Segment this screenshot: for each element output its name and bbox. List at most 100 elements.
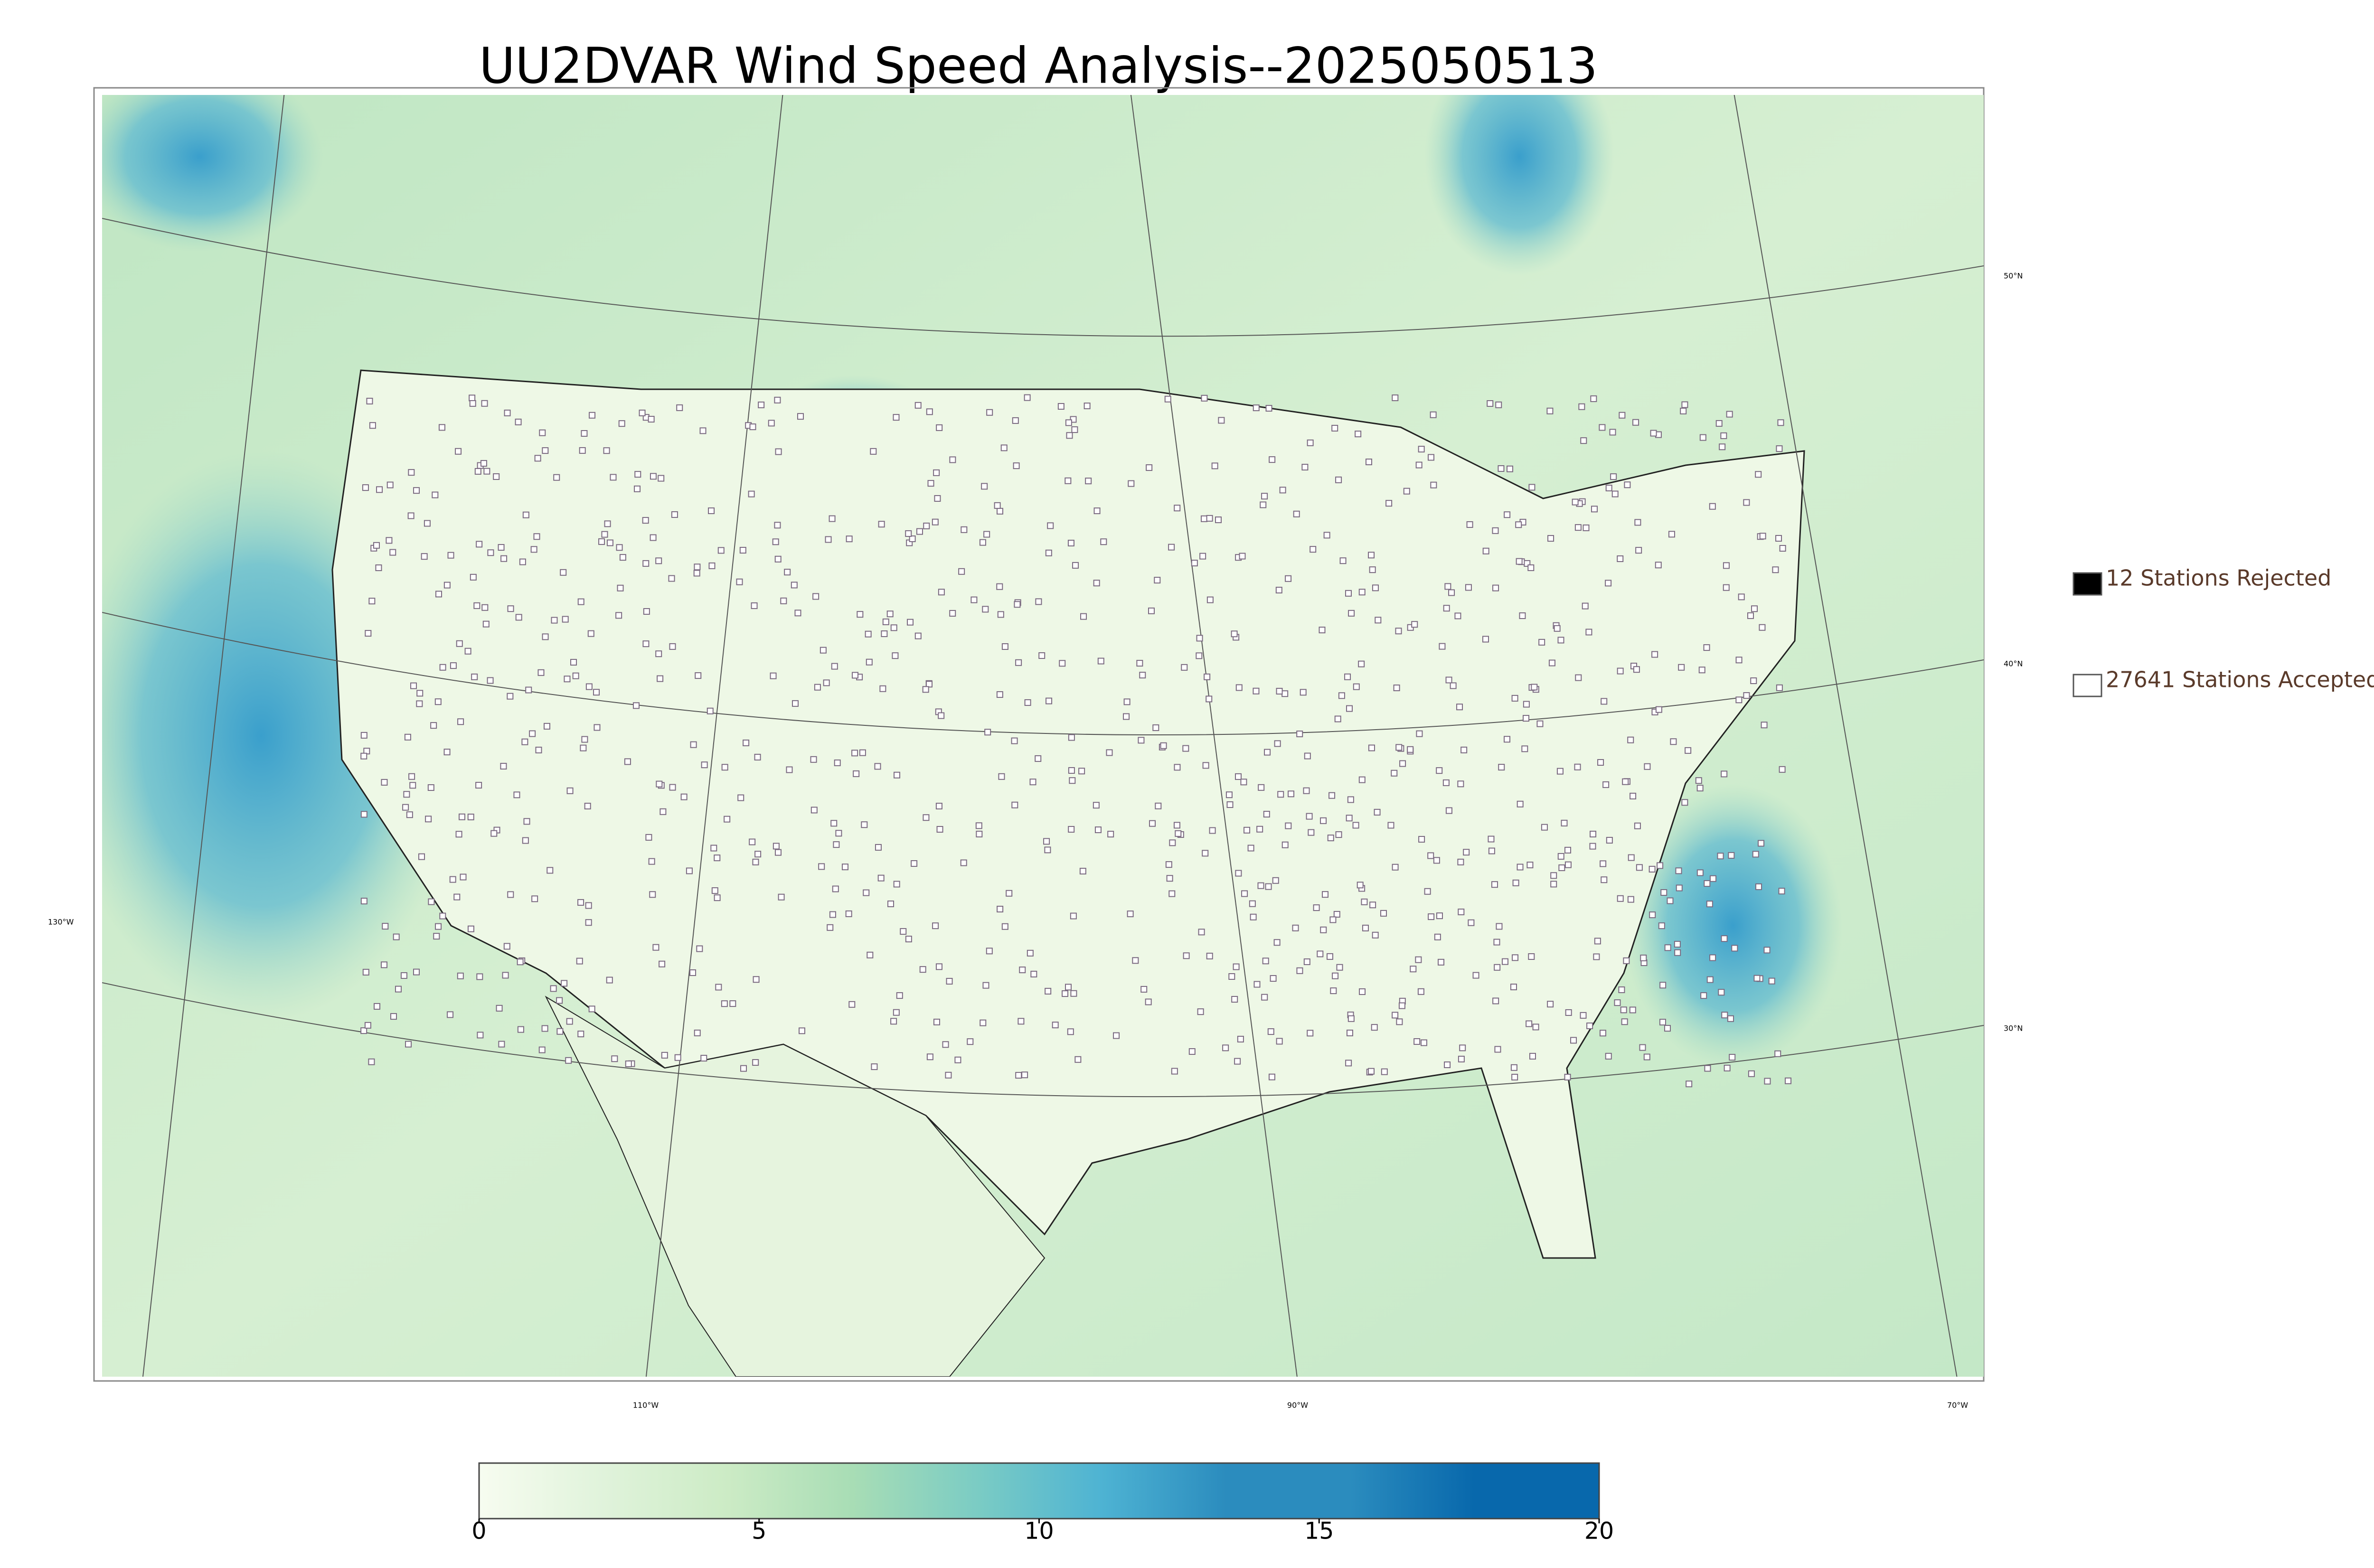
station — [714, 854, 721, 862]
station — [878, 521, 885, 528]
station — [585, 683, 593, 690]
station — [938, 589, 945, 596]
station — [1674, 940, 1681, 948]
station — [496, 1005, 503, 1012]
station — [1605, 1052, 1612, 1060]
station — [1218, 417, 1225, 424]
station — [1191, 560, 1198, 567]
station — [1035, 598, 1042, 605]
station — [1448, 589, 1455, 596]
station — [1696, 785, 1704, 792]
station — [537, 669, 545, 676]
station — [1309, 546, 1317, 553]
station — [1169, 839, 1176, 846]
station — [577, 899, 584, 906]
station — [457, 972, 464, 979]
station — [1685, 747, 1692, 754]
station — [1761, 722, 1768, 729]
station — [1743, 499, 1750, 506]
station — [870, 448, 877, 455]
station — [694, 563, 701, 571]
station — [1564, 846, 1572, 854]
station — [581, 430, 588, 437]
station — [1521, 745, 1528, 752]
station — [825, 536, 832, 543]
station — [1045, 549, 1052, 556]
station — [1735, 696, 1743, 704]
station — [1639, 1044, 1646, 1051]
station — [934, 495, 941, 502]
station — [433, 933, 440, 940]
station — [487, 549, 494, 556]
station — [455, 448, 462, 455]
station — [449, 876, 456, 883]
station — [1747, 612, 1754, 619]
station — [616, 544, 623, 551]
station — [594, 724, 601, 731]
station — [1729, 1054, 1736, 1061]
station — [1068, 826, 1075, 833]
station — [386, 537, 393, 544]
station — [1093, 802, 1100, 809]
station — [980, 1019, 987, 1026]
station — [1263, 811, 1270, 818]
station — [1038, 652, 1046, 659]
station — [1345, 590, 1352, 597]
station — [932, 518, 939, 526]
station — [1623, 957, 1630, 964]
station — [1759, 624, 1766, 631]
station — [1006, 890, 1013, 897]
station — [1335, 831, 1342, 838]
station — [650, 534, 657, 541]
station — [1538, 638, 1545, 646]
station — [752, 1059, 759, 1066]
station — [1072, 562, 1079, 569]
station — [1138, 737, 1145, 744]
station — [404, 733, 411, 741]
station — [1678, 664, 1685, 671]
station — [1319, 627, 1326, 634]
graticule-labels: 50°N 40°N 30°N 130°W 110°W 90°W 70°W — [48, 272, 2023, 1410]
station — [1723, 562, 1730, 569]
station — [1599, 424, 1606, 431]
station — [1199, 553, 1206, 560]
station — [1703, 644, 1710, 651]
station — [935, 963, 942, 970]
station — [1392, 1012, 1399, 1019]
station — [1680, 407, 1687, 414]
station — [1532, 1023, 1539, 1031]
station — [467, 925, 474, 932]
station — [1439, 643, 1446, 650]
station — [634, 485, 641, 492]
station — [829, 515, 836, 522]
station — [1069, 777, 1076, 784]
station — [1407, 746, 1414, 753]
station — [1264, 749, 1271, 756]
station — [1046, 697, 1053, 704]
station — [1196, 652, 1203, 659]
station — [1097, 657, 1104, 665]
station — [1718, 989, 1725, 996]
station — [1145, 998, 1152, 1005]
station — [958, 568, 965, 575]
station — [708, 562, 716, 569]
station — [561, 980, 568, 987]
station — [1657, 862, 1664, 869]
station — [1001, 643, 1008, 650]
station — [493, 473, 500, 480]
station — [566, 1018, 573, 1025]
station — [408, 773, 415, 780]
colorbar-tick-label: 20 — [1584, 1518, 1614, 1545]
station — [475, 782, 482, 789]
station — [711, 887, 718, 894]
station — [1181, 664, 1188, 671]
station — [1160, 742, 1167, 749]
station — [668, 575, 675, 582]
station — [694, 1029, 701, 1036]
station — [1570, 1037, 1577, 1044]
station — [1393, 684, 1400, 691]
station — [1074, 1056, 1082, 1063]
station — [1436, 912, 1443, 920]
station — [1233, 963, 1240, 970]
station — [1174, 764, 1181, 771]
